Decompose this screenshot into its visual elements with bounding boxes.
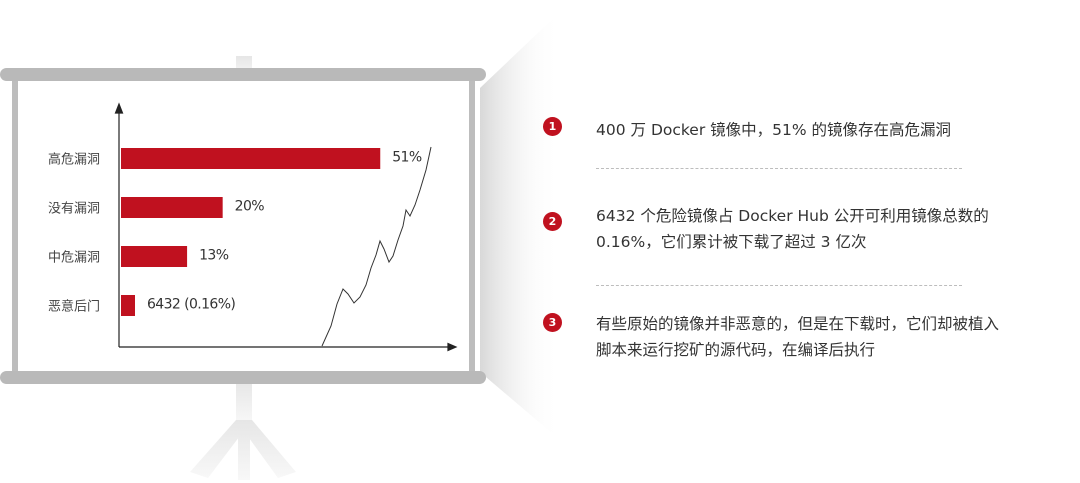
screen-stand bbox=[190, 56, 296, 480]
trend-line bbox=[321, 146, 432, 347]
screen-right-edge bbox=[469, 80, 475, 374]
bar bbox=[121, 148, 381, 169]
screen-canvas bbox=[13, 79, 475, 374]
screen-top-roller bbox=[0, 68, 486, 81]
point-1-number-badge: 1 bbox=[543, 117, 562, 136]
category-label: 高危漏洞 bbox=[48, 152, 100, 168]
value-label: 13% bbox=[199, 248, 229, 264]
x-axis-arrow bbox=[447, 342, 458, 352]
value-label: 51% bbox=[392, 150, 422, 166]
point-1-divider bbox=[596, 168, 962, 169]
point-2-number-badge: 2 bbox=[543, 212, 562, 231]
bar bbox=[121, 197, 223, 218]
point-1-text: 400 万 Docker 镜像中，51% 的镜像存在高危漏洞 bbox=[596, 121, 952, 139]
point-3-number-badge: 3 bbox=[543, 313, 562, 332]
light-beam bbox=[480, 12, 560, 440]
value-label: 6432 (0.16%) bbox=[147, 297, 235, 313]
screen-bottom-roller bbox=[0, 371, 486, 384]
bar-group: 高危漏洞 51% 没有漏洞 20% 中危漏洞 13% 恶意后门 6432 (0.16%) bbox=[48, 148, 422, 316]
bar bbox=[121, 246, 188, 267]
value-label: 20% bbox=[235, 199, 265, 215]
category-label: 恶意后门 bbox=[48, 299, 100, 315]
category-label: 中危漏洞 bbox=[48, 250, 100, 266]
point-2-divider bbox=[596, 285, 962, 286]
y-axis-arrow bbox=[114, 102, 124, 114]
point-2-text: 6432 个危险镜像占 Docker Hub 公开可利用镜像总数的 0.16%，… bbox=[596, 207, 989, 251]
chart-axes bbox=[114, 102, 458, 352]
bar bbox=[121, 295, 135, 316]
point-3-text: 有些原始的镜像并非恶意的，但是在下载时，它们却被植入 脚本来运行挖矿的源代码，在… bbox=[596, 315, 1000, 359]
screen-left-edge bbox=[12, 80, 18, 374]
category-label: 没有漏洞 bbox=[48, 201, 100, 217]
